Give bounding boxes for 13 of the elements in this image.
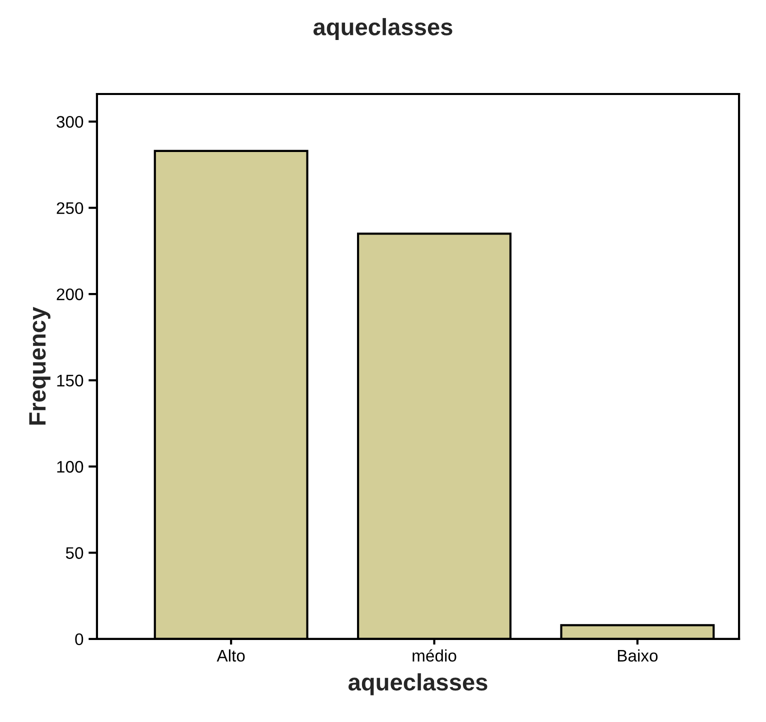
y-tick-label: 0 bbox=[75, 633, 84, 646]
x-tick-label: Baixo bbox=[618, 649, 658, 662]
y-tick-label: 150 bbox=[57, 374, 84, 386]
x-tick-label: médio bbox=[412, 649, 456, 662]
y-tick-label: 50 bbox=[66, 547, 84, 559]
y-tick-label: 300 bbox=[56, 116, 84, 128]
x-axis-title: aqueclasses bbox=[348, 673, 488, 696]
y-tick-label: 250 bbox=[56, 202, 84, 214]
y-axis-title: Frequency bbox=[29, 306, 50, 425]
y-tick-label: 100 bbox=[57, 460, 84, 473]
y-tick-label: 200 bbox=[56, 288, 84, 300]
chart-title: aqueclasses bbox=[313, 18, 452, 40]
x-tick-label: Alto bbox=[216, 649, 245, 662]
